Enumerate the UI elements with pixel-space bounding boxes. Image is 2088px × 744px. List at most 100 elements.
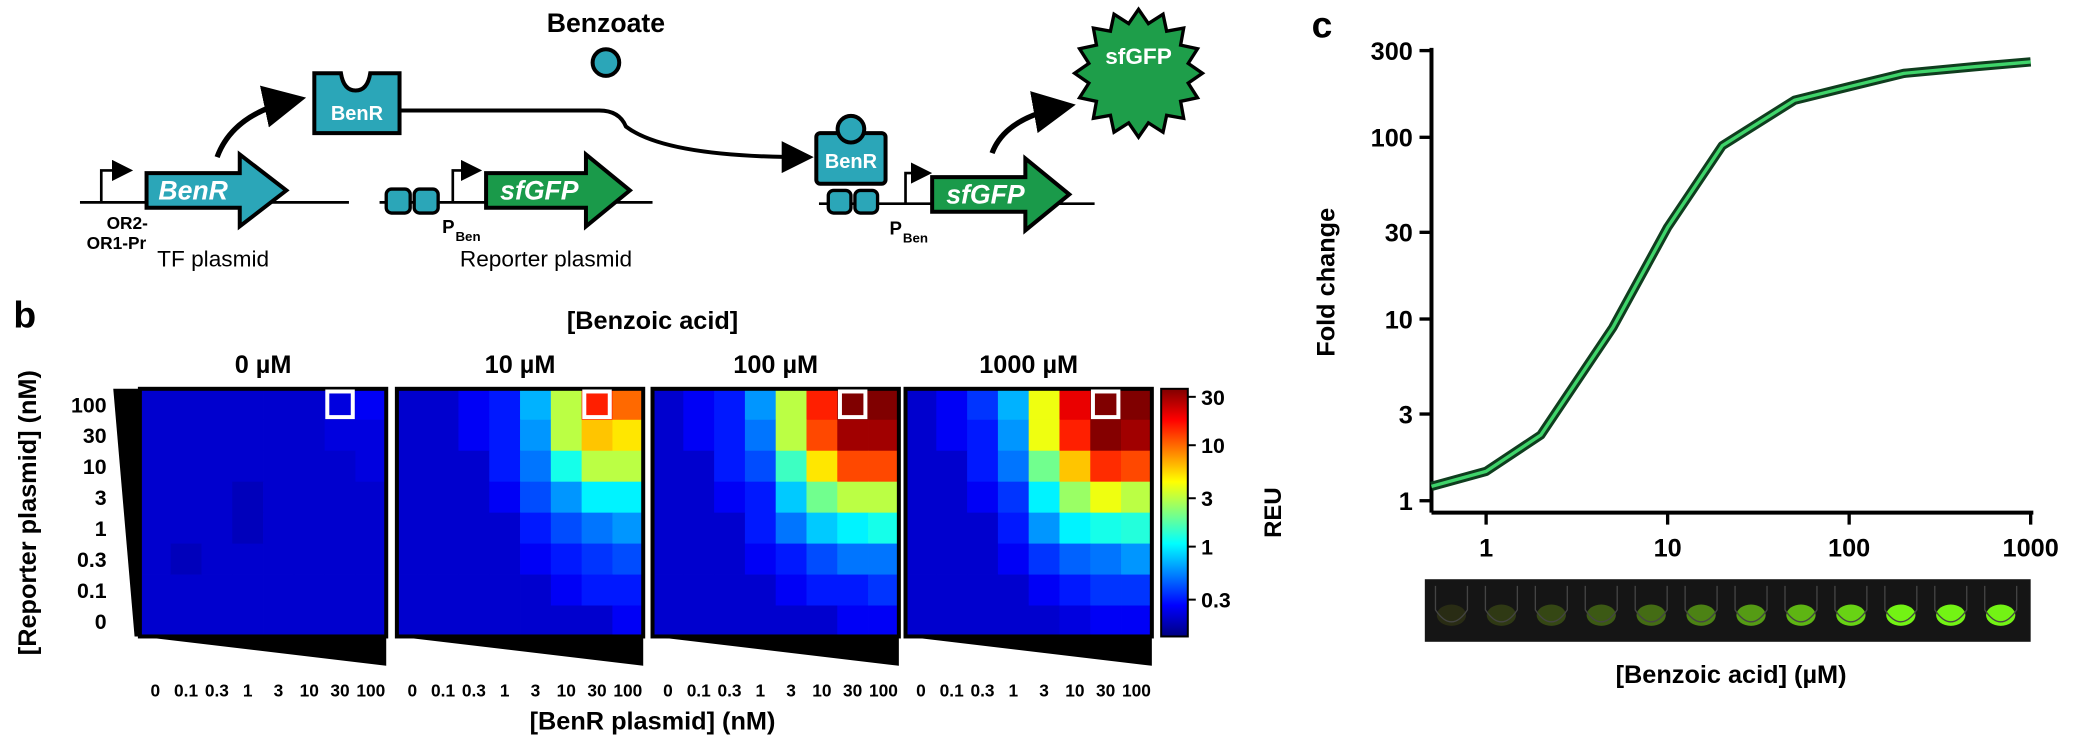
heatmap-cell	[714, 512, 746, 544]
x-tick-label: 100	[869, 680, 898, 700]
heatmap-cell	[744, 512, 777, 544]
heatmap-cell	[170, 543, 202, 575]
heatmap-cell	[612, 419, 644, 452]
heatmap-cell	[683, 574, 715, 606]
heatmap-cell	[489, 419, 521, 452]
panel-title: 1000 µM	[979, 351, 1078, 379]
heatmap-cell	[1121, 512, 1153, 544]
heatmap-cell	[170, 388, 202, 421]
gradient-triangle	[113, 388, 140, 637]
heatmap-cell	[489, 543, 521, 575]
heatmap-cell	[263, 543, 295, 575]
panel-border	[650, 386, 901, 639]
heatmap-cell	[868, 512, 900, 544]
gene-arrow	[484, 150, 634, 231]
heatmap-cell	[520, 512, 552, 544]
heatmap-cell	[355, 419, 387, 452]
diagram: BenR OR2- OR1-Pr TF plasmid BenR Benzoat…	[79, 6, 1206, 271]
heatmap-cell	[355, 388, 387, 421]
y-tick-label: 300	[1371, 38, 1413, 66]
heatmap-cell	[775, 605, 807, 637]
heatmap-cell	[581, 543, 613, 575]
heatmap-cell	[263, 512, 295, 544]
heatmap-cell	[232, 419, 264, 452]
heatmap-cell	[293, 388, 326, 421]
operator	[853, 188, 880, 215]
x-tick-label: 0.3	[717, 680, 741, 700]
heatmap-cell	[837, 419, 869, 452]
heatmap-cell	[612, 388, 644, 421]
heatmap-cell	[170, 450, 202, 483]
plasmid-label: TF plasmid	[157, 246, 269, 271]
x-tick-label: 1	[755, 680, 765, 700]
heatmap-cell	[396, 605, 429, 637]
heatmap-cell	[324, 605, 356, 637]
operator	[826, 188, 853, 215]
heatmap-cell	[581, 450, 613, 483]
x-tick-label: 0	[663, 680, 673, 700]
heatmap-cell	[201, 419, 233, 452]
heatmap-cell	[550, 450, 583, 483]
heatmap-cell	[744, 481, 777, 514]
heatmap-cell	[652, 419, 684, 452]
x-tick-label: 30	[587, 680, 606, 700]
ligand-label: Benzoate	[547, 8, 665, 38]
heatmap-cell	[1121, 574, 1153, 606]
heatmap-cell	[232, 450, 264, 483]
heatmap-cell	[652, 574, 684, 606]
heatmap-cell	[170, 605, 202, 637]
heatmap-cell	[520, 481, 552, 514]
heatmap-cell	[612, 605, 644, 637]
heatmap-cell	[427, 419, 459, 452]
heatmap-cell	[775, 574, 807, 606]
x-tick-label: 3	[1039, 680, 1049, 700]
heatmap-cell	[714, 388, 746, 421]
heatmap-cell	[232, 512, 264, 544]
heatmap-cell	[396, 543, 429, 575]
heatmap-cell	[1028, 419, 1060, 452]
heatmap-cell	[170, 481, 202, 514]
heatmap-cell	[612, 543, 644, 575]
heatmap-cell	[396, 450, 429, 483]
tube-glow	[1786, 604, 1816, 626]
product-label: sfGFP	[1105, 44, 1172, 69]
heatmap-cell	[683, 512, 715, 544]
heatmap-cell	[612, 574, 644, 606]
heatmap-cell	[1121, 419, 1153, 452]
heatmap-cell	[1059, 605, 1091, 637]
x-tick-label: 10	[300, 680, 319, 700]
heatmap-cell	[458, 450, 490, 483]
heatmap-cell	[520, 419, 552, 452]
y-tick-label: 1	[95, 517, 107, 541]
tube-glow	[1586, 604, 1616, 626]
heatmap-cell	[1059, 450, 1091, 483]
heatmap-cell	[263, 605, 295, 637]
tube	[1534, 585, 1568, 623]
heatmap-cell	[997, 450, 1030, 483]
ligand	[590, 47, 622, 78]
heatmap-cell	[806, 450, 838, 483]
tube-glow	[1986, 604, 2016, 626]
heatmap-cell	[1028, 574, 1060, 606]
heatmap-cell	[775, 388, 807, 421]
x-tick-label: 0.3	[970, 680, 994, 700]
promoter-arrow	[99, 159, 134, 203]
heatmap-cell	[489, 450, 521, 483]
heatmap-cell	[293, 574, 326, 606]
heatmap-cell	[967, 388, 999, 421]
arrow	[214, 85, 307, 159]
heatmap-cell	[936, 481, 968, 514]
heatmap-cell	[355, 605, 387, 637]
heatmap-cell	[550, 419, 583, 452]
tube-photo	[1424, 579, 2031, 642]
gene-label: sfGFP	[500, 176, 579, 206]
heatmap-cell	[550, 574, 583, 606]
heatmap-cell	[714, 481, 746, 514]
heatmap-cell	[355, 543, 387, 575]
heatmap-cell	[652, 481, 684, 514]
promoter-label: Ben	[455, 229, 480, 244]
heatmap-cell	[458, 543, 490, 575]
gene-arrow	[144, 150, 290, 231]
heatmap-cell	[1028, 450, 1060, 483]
heatmap-cell	[714, 450, 746, 483]
